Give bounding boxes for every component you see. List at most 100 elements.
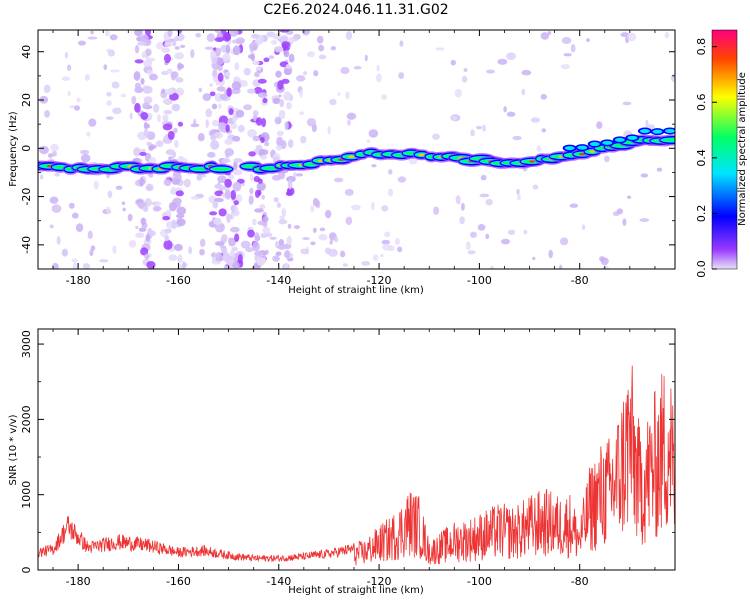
spectral-blob: [217, 58, 223, 65]
spectral-blob: [506, 52, 517, 60]
spectral-blob: [274, 116, 282, 125]
spectral-blob: [76, 97, 81, 103]
spectral-blob: [214, 222, 225, 233]
spectral-blob: [67, 90, 71, 97]
spectral-blob: [224, 189, 231, 200]
spectral-blob: [467, 250, 476, 255]
spectral-blob: [301, 30, 311, 36]
chart-title: C2E6.2024.046.11.31.G02: [263, 2, 448, 18]
spectral-blob: [163, 98, 173, 106]
spectral-blob: [144, 253, 150, 260]
spectral-blob: [485, 233, 490, 240]
spectral-blob: [246, 88, 256, 94]
spectral-blob: [39, 174, 44, 180]
spectral-blob: [176, 206, 187, 215]
spectral-blob: [333, 177, 344, 183]
spectral-blob: [226, 87, 232, 97]
spectral-blob: [134, 102, 141, 113]
spectral-blob: [112, 245, 117, 255]
spectral-blob: [470, 129, 475, 137]
spectral-blob: [450, 59, 457, 66]
spectral-blob: [134, 82, 142, 90]
spectral-blob: [376, 73, 382, 83]
spectral-blob: [530, 117, 541, 123]
spectral-blob: [234, 206, 239, 215]
spectral-blob: [139, 176, 144, 187]
spectrogram-blobs: [39, 30, 675, 269]
spectral-blob: [337, 92, 341, 96]
spectral-blob: [540, 93, 547, 100]
spectral-blob: [105, 116, 114, 120]
spectral-blob: [205, 108, 213, 118]
spectral-blob: [306, 51, 315, 58]
spectral-blob: [248, 42, 259, 51]
spectral-blob: [346, 119, 352, 126]
spectral-blob: [61, 76, 71, 81]
spectral-blob: [225, 124, 230, 133]
spectral-blob: [225, 71, 231, 77]
spectral-blob: [151, 201, 162, 207]
spectral-blob: [316, 35, 324, 44]
spectral-blob: [140, 247, 149, 256]
spectral-blob: [223, 265, 230, 269]
spectral-blob: [459, 216, 465, 225]
spectral-blob: [278, 109, 286, 120]
colorbar-tick-label: 0.0: [695, 260, 708, 278]
spectral-blob: [146, 141, 152, 146]
spectral-blob: [154, 206, 162, 211]
x-tick-label: -100: [467, 274, 492, 287]
spectral-blob: [135, 232, 145, 239]
spectral-blob: [310, 241, 316, 246]
spectral-blob: [111, 81, 120, 89]
spectral-blob: [105, 206, 111, 215]
spectral-blob: [161, 47, 171, 53]
spectral-blob: [252, 218, 257, 226]
spectral-blob: [285, 64, 291, 70]
spectral-blob: [61, 248, 69, 257]
spectral-blob: [204, 46, 214, 50]
spectral-blob: [225, 255, 235, 266]
spectral-blob: [174, 139, 179, 148]
spectral-blob: [254, 208, 264, 213]
spectrogram-x-label: Height of straight line (km): [288, 285, 424, 296]
y-tick-label: 0: [20, 145, 33, 152]
y-tick-label: 40: [20, 45, 33, 59]
spectral-blob: [210, 252, 216, 258]
spectral-blob: [214, 37, 224, 42]
spectral-blob: [234, 62, 240, 71]
spectral-blob: [245, 247, 254, 253]
spectral-blob: [224, 138, 234, 145]
spectral-blob: [257, 92, 268, 99]
spectral-blob: [177, 121, 184, 127]
spectral-blob: [77, 40, 87, 46]
spectral-blob: [387, 188, 394, 197]
ridge-peak: [589, 150, 596, 153]
spectral-blob: [140, 34, 149, 43]
spectral-blob: [75, 223, 84, 233]
spectral-blob: [177, 155, 185, 162]
spectral-blob: [350, 204, 361, 211]
spectral-blob: [82, 262, 91, 269]
spectral-blob: [345, 30, 353, 40]
spectral-blob: [507, 229, 516, 236]
spectral-blob: [73, 105, 80, 111]
spectral-blob: [262, 97, 268, 104]
spectral-blob: [122, 207, 126, 212]
spectrogram-panel: -180 -160 -140 -120 -100 -80 -40 -20 0 20 40 Heig…: [8, 29, 676, 296]
x-tick-label: -80: [571, 575, 589, 588]
x-tick-label: -140: [266, 274, 291, 287]
spectral-blob: [310, 205, 315, 213]
spectral-blob: [134, 44, 140, 54]
spectral-blob: [281, 208, 287, 217]
spectral-blob: [342, 263, 348, 267]
spectral-blob: [299, 111, 304, 116]
spectral-blob: [366, 139, 371, 143]
spectral-blob: [451, 115, 458, 121]
spectral-blob: [93, 180, 99, 190]
spectral-blob: [89, 249, 94, 257]
y-tick-label: 3000: [20, 330, 33, 358]
spectral-blob: [230, 189, 237, 200]
spectral-blob: [56, 235, 61, 245]
spectral-blob: [340, 66, 350, 75]
spectral-blob: [71, 212, 79, 219]
